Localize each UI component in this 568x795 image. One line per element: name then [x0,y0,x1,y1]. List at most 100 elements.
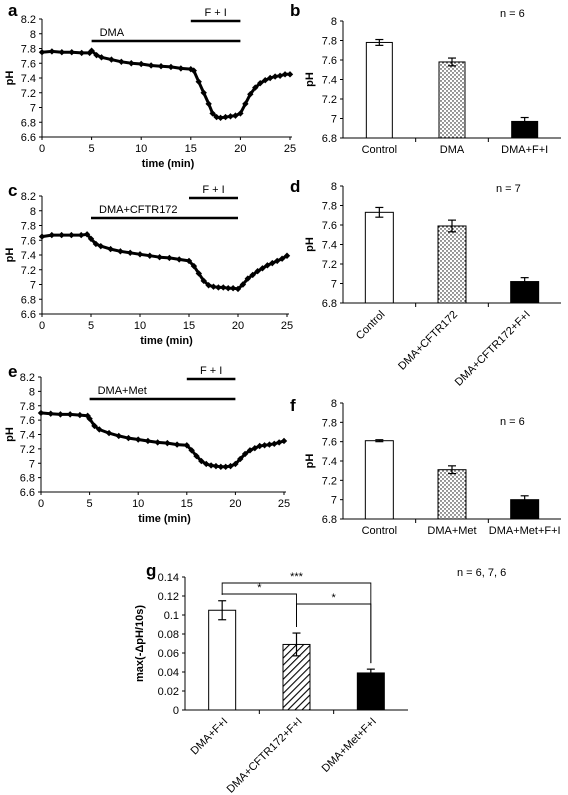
x-tick-label: 5 [89,143,95,155]
data-point [225,284,232,292]
y-tick-label: 0 [173,705,179,717]
significance-label: * [332,592,337,604]
data-point [108,56,115,63]
data-point [247,91,254,98]
data-point [200,277,207,285]
data-point [269,259,276,267]
data-point [266,74,274,82]
data-point [47,410,54,417]
y-tick-label: 7.8 [322,417,337,429]
data-point [78,231,85,239]
data-point [205,282,212,289]
data-point [261,442,268,449]
y-tick-label: 0.1 [164,610,179,622]
x-tick-label: 15 [181,498,193,510]
y-tick-label: 6.8 [20,473,35,485]
y-tick-label: 7.6 [21,58,36,70]
series-line [40,411,285,469]
data-point [213,113,220,121]
data-point [229,284,237,292]
data-point [138,60,145,68]
bar [356,672,385,711]
category-label: DMA+F+I [501,144,548,156]
data-point [220,284,227,291]
x-tick-label: 20 [229,498,241,510]
data-point [266,441,273,448]
data-point [222,113,229,121]
category-label: Control [362,144,397,156]
y-axis-label: pH [4,71,16,86]
x-tick-label: 25 [281,320,293,332]
data-point [275,439,283,446]
y-tick-label: 0.08 [158,629,179,641]
data-point [136,251,144,258]
data-point [78,49,85,57]
significance-bracket [221,582,372,664]
y-tick-label: 0.06 [158,648,179,660]
y-tick-label: 6.8 [322,298,337,310]
sample-size-note: n = 6 [500,8,525,20]
y-axis-label: pH [4,248,16,263]
treatment-label: DMA+CFTR172 [99,204,178,216]
y-tick-label: 6.8 [322,514,337,526]
data-point [205,100,212,108]
y-tick-label: 8.2 [21,14,36,26]
x-tick-label: 10 [132,498,144,510]
data-point [107,245,114,253]
series-line [41,49,290,120]
data-point [166,254,173,262]
chart-c: 6.6 6.8 7 7.2 7.4 7.6 7.8 8 8.2 0 5 10 15 20 25 time (m… [4,184,293,347]
chart-d: 6.8 7 7.2 7.4 7.6 7.8 8 Control DMA+CFTR172DMA+C… [304,181,561,389]
y-tick-label: 7.8 [21,221,36,233]
data-point [91,422,98,430]
y-tick-label: 6.8 [322,133,337,145]
category-label: DMA+F+I [189,716,231,758]
data-point [271,73,279,80]
y-tick-label: 6.8 [21,294,36,306]
data-point [195,270,202,277]
data-point [144,437,152,445]
y-tick-label: 7.4 [322,75,337,87]
y-tick-label: 7.6 [21,235,36,247]
data-point [212,462,220,470]
category-label: DMA+Met [427,525,476,537]
x-tick-label: 20 [234,143,246,155]
data-point [246,447,254,454]
data-point [193,452,200,460]
chart-a: 6.6 6.8 7 7.2 7.4 7.6 7.8 8 8.2 0 5 10 15 20 25 time (m… [4,7,296,170]
y-tick-label: 8 [331,16,337,28]
panel-label-g: g [146,561,156,580]
y-tick-label: 8.2 [20,372,35,384]
treatment-label: F + I [202,184,224,196]
data-point [38,233,46,240]
data-point [156,254,163,261]
data-point [242,100,249,108]
data-point [48,231,55,239]
y-tick-label: 7.2 [20,444,35,456]
y-tick-label: 7.6 [322,437,337,449]
data-point [92,240,100,248]
x-tick-label: 5 [88,320,94,332]
category-label: DMA [440,144,465,156]
x-tick-label: 15 [185,143,197,155]
data-point [154,439,161,446]
data-point [66,411,74,418]
data-point [115,432,122,440]
chart-f: 6.8 7 7.2 7.4 7.6 7.8 8 Control DMA+Met DMA+Met+F… [304,398,561,537]
x-tick-label: 0 [38,498,44,510]
data-point [185,257,193,265]
data-point [146,252,153,259]
y-tick-label: 7.6 [322,55,337,67]
data-point [118,58,125,65]
x-axis-label: time (min) [140,335,193,347]
data-point [200,89,207,96]
category-label: DMA+Met+F+I [489,525,561,537]
data-point [232,112,239,119]
x-tick-label: 0 [39,143,45,155]
y-tick-label: 7 [30,103,36,115]
data-point [68,48,75,56]
category-label: Control [362,525,397,537]
data-point [93,51,100,59]
y-tick-label: 8 [331,181,337,193]
